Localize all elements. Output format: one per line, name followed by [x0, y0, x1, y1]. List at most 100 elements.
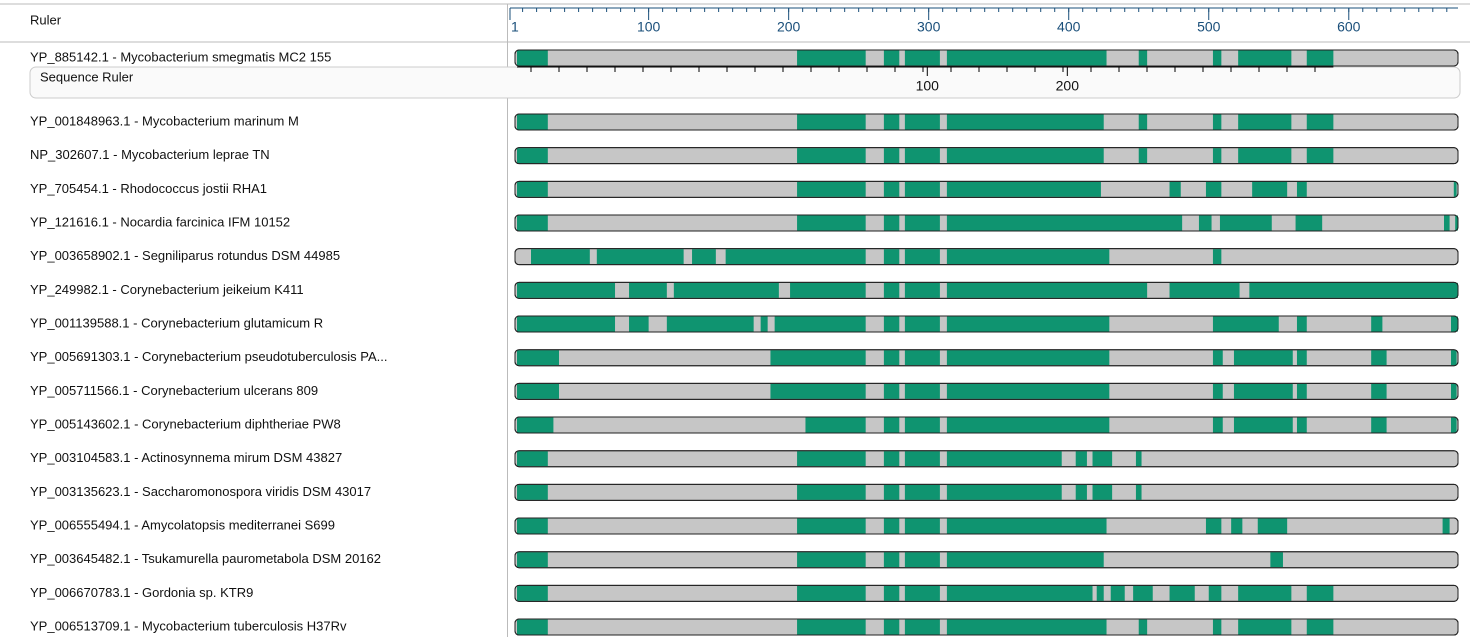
aligned-block: [1371, 316, 1383, 332]
aligned-block: [1296, 350, 1307, 366]
sequence-track-outline: [514, 214, 1459, 232]
aligned-block: [1092, 484, 1113, 500]
aligned-block: [904, 383, 940, 399]
sequence-name: YP_705454.1 - Rhodococcus jostii RHA1: [30, 181, 267, 196]
sequence-name: YP_001848963.1 - Mycobacterium marinum M: [30, 113, 299, 128]
aligned-block: [883, 518, 900, 534]
aligned-block: [1306, 148, 1334, 164]
ruler-tick-label: 300: [917, 19, 941, 35]
aligned-block: [1169, 181, 1181, 197]
ruler-tick-label: 1: [511, 19, 519, 35]
aligned-block: [531, 249, 590, 265]
aligned-block: [904, 552, 940, 568]
aligned-block: [904, 316, 940, 332]
sequence-name: YP_003658902.1 - Segniliparus rotundus D…: [30, 248, 340, 263]
aligned-block: [1135, 484, 1142, 500]
aligned-block: [1249, 282, 1458, 298]
aligned-block: [797, 114, 866, 130]
ruler-tick-label: 500: [1197, 19, 1221, 35]
sequence-name: YP_005691303.1 - Corynebacterium pseudot…: [30, 349, 387, 364]
aligned-block: [629, 282, 667, 298]
aligned-block: [797, 148, 866, 164]
aligned-block: [517, 215, 548, 231]
aligned-block: [517, 484, 548, 500]
aligned-block: [1219, 215, 1272, 231]
aligned-block: [770, 350, 866, 366]
aligned-block: [517, 50, 548, 66]
aligned-block: [797, 181, 866, 197]
aligned-block: [1138, 114, 1148, 130]
sequence-track-outline: [514, 416, 1459, 434]
aligned-block: [692, 249, 716, 265]
aligned-block: [1212, 383, 1223, 399]
sequence-name: YP_006513709.1 - Mycobacterium tuberculo…: [30, 618, 347, 633]
aligned-block: [1138, 619, 1148, 635]
aligned-block: [1450, 316, 1458, 332]
aligned-block: [1306, 114, 1334, 130]
sequence-name: YP_005143602.1 - Corynebacterium diphthe…: [30, 416, 341, 431]
aligned-block: [1233, 383, 1293, 399]
aligned-block: [1138, 50, 1148, 66]
aligned-block: [517, 181, 548, 197]
aligned-block: [883, 484, 900, 500]
aligned-block: [517, 282, 616, 298]
aligned-block: [904, 181, 940, 197]
aligned-block: [1231, 518, 1243, 534]
aligned-block: [946, 50, 1107, 66]
sequence-name: YP_003645482.1 - Tsukamurella paurometab…: [30, 551, 381, 566]
sequence-track-outline: [514, 349, 1459, 367]
aligned-block: [904, 282, 940, 298]
sequence-track-outline: [514, 517, 1459, 535]
sequence-track-outline: [514, 551, 1459, 569]
aligned-block: [517, 451, 548, 467]
aligned-block: [596, 249, 684, 265]
aligned-block: [797, 518, 866, 534]
aligned-block: [1450, 383, 1457, 399]
aligned-block: [904, 619, 940, 635]
aligned-block: [946, 552, 1104, 568]
aligned-block: [883, 215, 900, 231]
sequence-track-outline: [514, 618, 1459, 636]
aligned-block: [629, 316, 649, 332]
aligned-block: [904, 585, 940, 601]
aligned-block: [904, 249, 940, 265]
sequence-track-outline: [514, 180, 1459, 198]
aligned-block: [1233, 350, 1293, 366]
aligned-block: [1450, 350, 1457, 366]
sequence-ruler-tick-label: 200: [1056, 78, 1080, 94]
sequence-ruler-label: Sequence Ruler: [40, 69, 134, 84]
sequence-track-outline: [514, 584, 1459, 602]
aligned-block: [883, 552, 900, 568]
aligned-block: [797, 552, 866, 568]
aligned-block: [946, 249, 1110, 265]
aligned-block: [790, 282, 866, 298]
aligned-block: [1453, 181, 1457, 197]
aligned-block: [517, 383, 560, 399]
aligned-block: [1371, 417, 1387, 433]
aligned-block: [1295, 215, 1323, 231]
aligned-block: [673, 282, 779, 298]
aligned-block: [1212, 619, 1222, 635]
aligned-block: [883, 417, 900, 433]
aligned-block: [883, 249, 900, 265]
aligned-block: [1212, 249, 1222, 265]
sequence-name: YP_001139588.1 - Corynebacterium glutami…: [30, 315, 323, 330]
aligned-block: [946, 619, 1107, 635]
aligned-block: [1138, 148, 1148, 164]
aligned-block: [946, 215, 1183, 231]
aligned-block: [517, 585, 548, 601]
sequence-name: YP_885142.1 - Mycobacterium smegmatis MC…: [30, 49, 331, 64]
aligned-block: [883, 282, 900, 298]
ruler-label: Ruler: [30, 12, 62, 27]
ruler-tick-label: 400: [1057, 19, 1081, 35]
sequence-name: YP_249982.1 - Corynebacterium jeikeium K…: [30, 282, 304, 297]
aligned-block: [946, 148, 1104, 164]
aligned-block: [517, 114, 548, 130]
aligned-block: [883, 181, 900, 197]
aligned-block: [517, 619, 548, 635]
sequence-track-outline: [514, 147, 1459, 165]
aligned-block: [1212, 114, 1222, 130]
aligned-block: [1096, 585, 1104, 601]
aligned-block: [1238, 50, 1292, 66]
